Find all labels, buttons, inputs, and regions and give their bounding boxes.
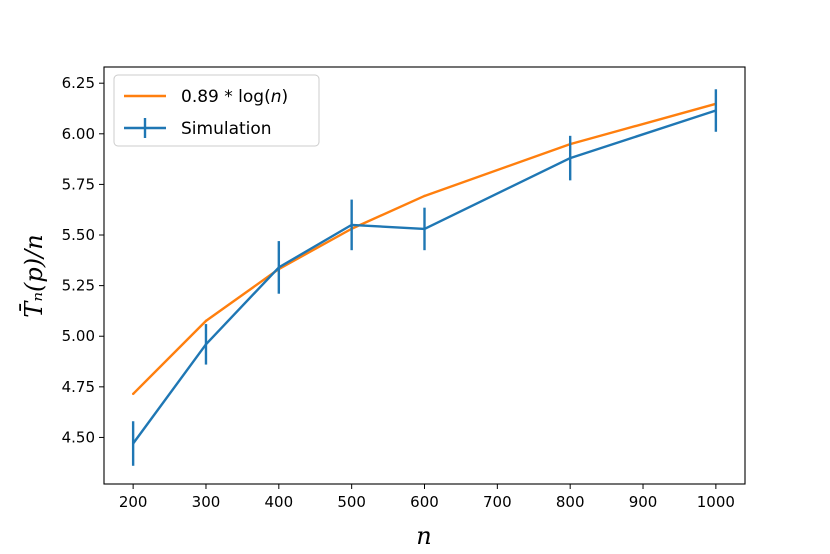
- x-tick-label-300: 300: [192, 493, 221, 511]
- legend: 0.89 * log(n) Simulation: [113, 74, 320, 147]
- x-tick-label-500: 500: [337, 493, 366, 511]
- legend-label-model-suffix: ): [282, 87, 289, 107]
- x-axis-title: n: [416, 522, 431, 550]
- data-point-model-600: [423, 194, 426, 198]
- data-point-model-300: [204, 319, 208, 323]
- y-tick-label-5.75: 5.75: [62, 175, 95, 193]
- data-point-simulation-800: [568, 156, 572, 160]
- x-tick-label-1000: 1000: [697, 493, 735, 511]
- y-axis-title: T̄ₙ(p)/n: [20, 234, 48, 317]
- y-tick-label-4.75: 4.75: [62, 378, 95, 396]
- x-tick-label-600: 600: [410, 493, 439, 511]
- y-tick-label-5.25: 5.25: [62, 277, 95, 295]
- legend-label-model-prefix: 0.89 * log(: [181, 87, 271, 107]
- data-point-simulation-200: [131, 442, 135, 445]
- x-tick-label-200: 200: [119, 493, 148, 511]
- data-point-simulation-400: [277, 266, 281, 269]
- x-tick-label-900: 900: [629, 493, 658, 511]
- y-tick-label-5.5: 5.50: [62, 226, 95, 244]
- x-tick-label-700: 700: [483, 493, 512, 511]
- legend-label-simulation: Simulation: [181, 119, 272, 139]
- data-point-simulation-1000: [714, 109, 718, 112]
- axes-layer: 200 300 400 500 600 700 800 900 1000 4.50 4.75 5.00…: [62, 74, 735, 511]
- data-point-simulation-500: [350, 223, 353, 227]
- legend-label-model-var: n: [271, 87, 282, 107]
- plot-frame: [103, 66, 746, 485]
- y-tick-label-4.5: 4.50: [62, 428, 95, 446]
- data-point-model-200: [131, 392, 135, 396]
- data-point-simulation-300: [204, 343, 208, 346]
- y-tick-label-6.25: 6.25: [62, 74, 95, 92]
- series-layer: [131, 89, 718, 466]
- legend-label-model: 0.89 * log(n): [181, 87, 288, 107]
- data-point-simulation-600: [423, 227, 426, 231]
- y-tick-label-6: 6.00: [62, 125, 95, 143]
- x-tick-label-400: 400: [264, 493, 293, 511]
- y-tick-label-5: 5.00: [62, 327, 95, 345]
- x-tick-label-800: 800: [556, 493, 585, 511]
